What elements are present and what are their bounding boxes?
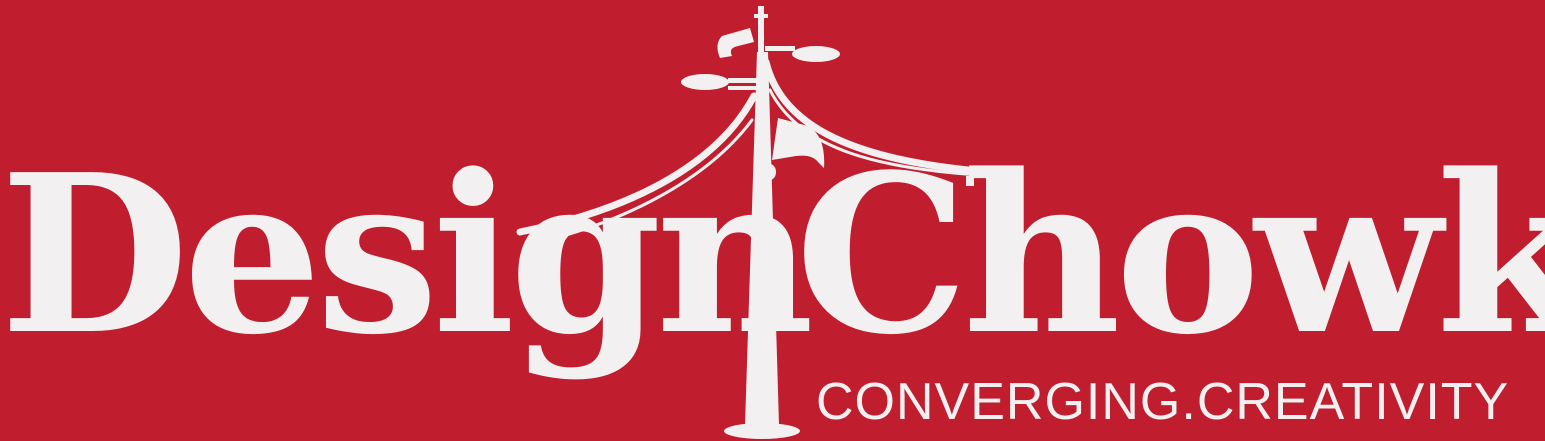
wordmark-design: Design <box>0 127 814 383</box>
wordmark-chowk: Chowk <box>795 127 1545 383</box>
tagline: CONVERGING.CREATIVITY <box>816 373 1510 431</box>
